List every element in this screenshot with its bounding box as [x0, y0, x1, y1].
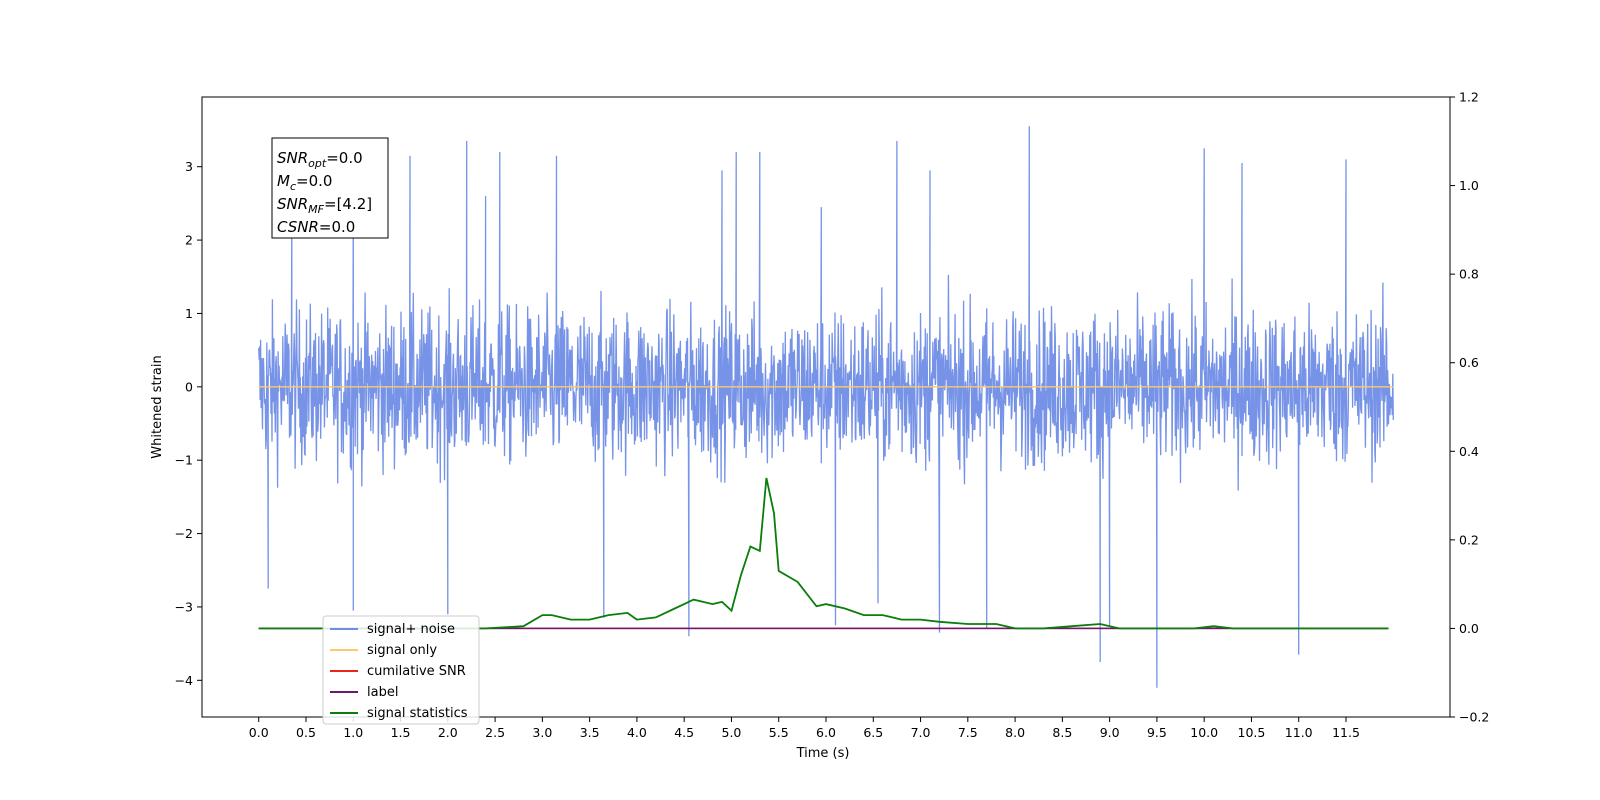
- x-axis-title: Time (s): [796, 746, 850, 761]
- legend: signal+ noise signal only cumilative SNR la…: [322, 615, 480, 725]
- x-tick-label: 11.0: [1285, 725, 1313, 740]
- signal-noise-line: [258, 126, 1394, 688]
- x-tick-label: 0.0: [249, 725, 269, 740]
- x-tick-label: 2.5: [485, 725, 505, 740]
- legend-label: signal only: [367, 643, 437, 658]
- y-left-tick-label: −2: [175, 526, 193, 541]
- series-signal-statistics: [258, 477, 1389, 630]
- legend-label: signal statistics: [367, 706, 468, 721]
- x-tick-label: 10.5: [1238, 725, 1266, 740]
- y-right-tick-label: −0.2: [1459, 710, 1489, 725]
- legend-label: cumilative SNR: [367, 664, 466, 679]
- x-tick-label: 6.0: [816, 725, 836, 740]
- x-tick-label: 4.0: [627, 725, 647, 740]
- x-tick-label: 11.5: [1332, 725, 1360, 740]
- y-right-tick-label: 1.2: [1459, 90, 1479, 105]
- y-left-tick-label: 0: [185, 379, 193, 394]
- info-line: CSNR=0.0: [277, 218, 355, 236]
- x-axis: 0.0 0.5 1.0 1.5 2.0 2.5 3.0 3.5 4.0 4.5 5.0 5.5 6.0 6…: [249, 717, 1360, 740]
- x-tick-label: 3.0: [532, 725, 552, 740]
- x-tick-label: 3.5: [580, 725, 600, 740]
- x-tick-label: 4.5: [674, 725, 694, 740]
- series-signal-noise: [258, 126, 1394, 688]
- x-tick-label: 7.0: [911, 725, 931, 740]
- x-tick-label: 9.0: [1100, 725, 1120, 740]
- y-right-tick-label: 0.8: [1459, 267, 1479, 282]
- legend-frame: [322, 615, 480, 725]
- x-tick-label: 0.5: [296, 725, 316, 740]
- y-right-tick-label: 0.0: [1459, 621, 1479, 636]
- x-tick-label: 10.0: [1190, 725, 1218, 740]
- y-right-tick-label: 0.6: [1459, 355, 1479, 370]
- x-tick-label: 7.5: [958, 725, 978, 740]
- y-axis-right: −0.2 0.0 0.2 0.4 0.6 0.8 1.0 1.2: [1450, 90, 1489, 725]
- x-tick-label: 5.5: [769, 725, 789, 740]
- y-axis-title: Whitened strain: [150, 355, 165, 458]
- legend-label: label: [367, 685, 398, 700]
- x-tick-label: 1.0: [343, 725, 363, 740]
- y-right-tick-label: 1.0: [1459, 178, 1479, 193]
- x-tick-label: 2.0: [438, 725, 458, 740]
- legend-label: signal+ noise: [367, 622, 455, 637]
- y-left-tick-label: −3: [175, 599, 193, 614]
- info-line: SNRMF=[4.2]: [277, 195, 372, 216]
- info-line: SNRopt=0.0: [277, 149, 363, 170]
- y-left-tick-label: −4: [175, 673, 193, 688]
- x-tick-label: 8.0: [1005, 725, 1025, 740]
- signal-statistics-line: [258, 477, 1389, 630]
- info-box-frame: [271, 137, 389, 239]
- x-tick-label: 9.5: [1147, 725, 1167, 740]
- y-left-tick-label: −1: [175, 453, 193, 468]
- y-left-tick-label: 2: [185, 233, 193, 248]
- y-right-tick-label: 0.2: [1459, 532, 1479, 547]
- x-tick-label: 5.0: [722, 725, 742, 740]
- x-tick-label: 1.5: [391, 725, 411, 740]
- y-right-tick-label: 0.4: [1459, 444, 1479, 459]
- info-line: Mc=0.0: [277, 172, 332, 193]
- x-tick-label: 6.5: [863, 725, 883, 740]
- y-axis-left: −4 −3 −2 −1 0 1 2 3: [175, 159, 202, 688]
- y-left-tick-label: 1: [185, 306, 193, 321]
- y-left-tick-label: 3: [185, 159, 193, 174]
- x-tick-label: 8.5: [1052, 725, 1072, 740]
